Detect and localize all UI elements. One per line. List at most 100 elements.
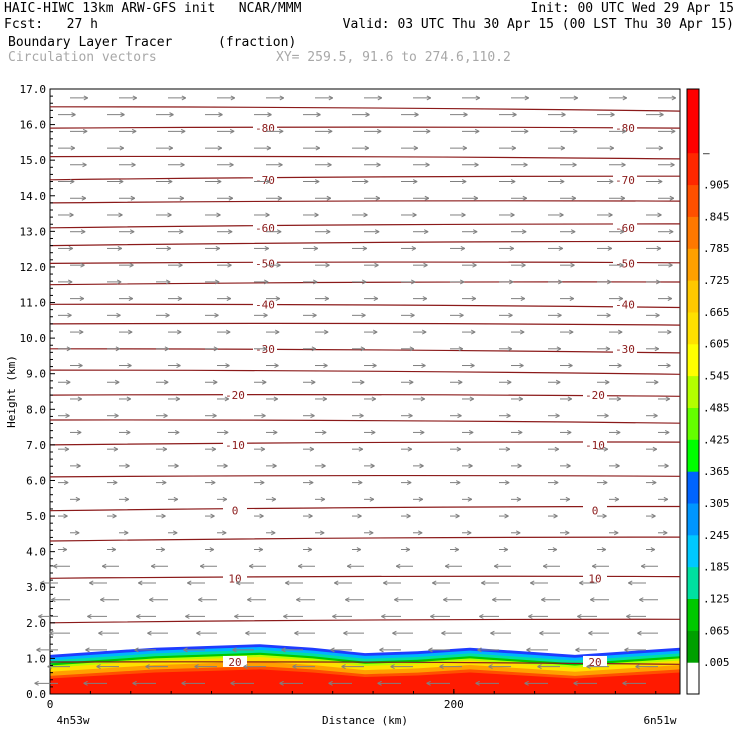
vector-arrowhead — [362, 245, 368, 251]
cross-section-endpoints: XY= 259.5, 91.6 to 274.6,110.2 — [276, 50, 511, 65]
temperature-contour — [49, 106, 681, 112]
vector-arrowhead — [659, 112, 664, 118]
vector-arrowhead — [539, 630, 544, 636]
vector-arrowhead — [664, 429, 670, 435]
vector-arrowhead — [364, 145, 370, 151]
vector-arrowhead — [662, 530, 668, 536]
vector-arrowhead — [466, 530, 472, 536]
vector-arrowhead — [101, 563, 107, 569]
vector-arrowhead — [541, 597, 546, 603]
vector-arrowhead — [114, 413, 119, 419]
vector-arrowhead — [196, 630, 201, 636]
vector-arrowhead — [461, 179, 467, 184]
vector-arrowhead — [521, 229, 527, 235]
vector-arrowhead — [113, 446, 119, 452]
vector-arrowhead — [116, 312, 121, 318]
vector-arrowhead — [406, 513, 411, 519]
vector-arrowhead — [129, 229, 135, 235]
vector-arrowhead — [508, 279, 514, 285]
vector-arrowhead — [172, 530, 178, 536]
vector-arrowhead — [626, 613, 631, 619]
vector-arrowhead — [468, 463, 473, 469]
vector-arrowhead — [607, 245, 613, 251]
vector-arrowhead — [262, 346, 268, 352]
vector-arrowhead — [602, 513, 607, 519]
vector-arrowhead — [624, 647, 629, 653]
isotherm-label: -40 — [255, 298, 275, 311]
vector-arrowhead — [177, 296, 183, 302]
vector-arrowhead — [604, 413, 609, 419]
vector-arrowhead — [524, 95, 530, 101]
contour-label-bg — [583, 389, 607, 401]
vector-arrowhead — [458, 346, 464, 352]
vector-arrowhead — [327, 128, 333, 134]
vector-arrowhead — [488, 664, 493, 670]
vector-arrowhead — [332, 613, 337, 619]
colorbar-frame — [686, 88, 700, 695]
vector-arrowhead — [609, 145, 615, 151]
vector-arrowhead — [76, 429, 82, 435]
vector-arrowhead — [162, 446, 168, 452]
vector-arrowhead — [523, 162, 528, 168]
vector-arrowhead — [77, 396, 83, 402]
vector-arrowhead — [508, 312, 513, 318]
vector-arrowhead — [520, 296, 526, 302]
vector-arrowhead — [270, 530, 276, 536]
vector-arrowhead — [392, 630, 397, 636]
y-tick-label: 5.0 — [26, 510, 46, 523]
vector-arrowhead — [668, 229, 674, 235]
vector-arrowhead — [47, 664, 52, 670]
vector-arrowhead — [227, 262, 232, 268]
vector-arrowhead — [216, 179, 222, 184]
colorbar-bin — [687, 280, 699, 313]
isotherm-label: -30 — [615, 343, 635, 356]
forecast-hour: Fcst: 27 h — [4, 17, 98, 32]
vector-arrowhead — [357, 480, 363, 486]
vector-arrowhead — [229, 128, 235, 134]
vector-arrowhead — [278, 128, 284, 134]
vector-arrowhead — [373, 296, 379, 302]
vector-arrowhead — [473, 195, 479, 201]
vector-arrowhead — [617, 363, 622, 368]
vector-arrowhead — [565, 496, 571, 502]
vector-arrowhead — [62, 547, 68, 552]
vector-arrowhead — [492, 597, 497, 603]
vector-arrowhead — [174, 429, 180, 435]
vector-arrowhead — [651, 480, 657, 486]
vector-arrowhead — [357, 513, 362, 519]
vector-arrowhead — [118, 179, 124, 184]
vector-arrowhead — [114, 379, 120, 385]
vector-arrowhead — [390, 664, 395, 670]
vector-arrowhead — [214, 279, 220, 285]
vector-arrowhead — [573, 680, 578, 686]
vector-arrowhead — [74, 530, 80, 536]
vector-arrowhead — [69, 179, 75, 184]
colorbar-bin — [687, 471, 699, 504]
vector-arrowhead — [359, 413, 364, 419]
vector-arrowhead — [265, 179, 271, 184]
y-tick-label: 12.0 — [20, 261, 47, 274]
vector-arrowhead — [542, 563, 548, 569]
contour-label-bg — [583, 655, 607, 667]
vector-arrowhead — [67, 312, 72, 318]
vector-arrowhead — [209, 547, 215, 552]
isotherm-label: -10 — [225, 439, 245, 452]
vector-arrowhead — [161, 513, 166, 519]
vector-arrowhead — [245, 630, 250, 636]
vector-arrowhead — [613, 530, 619, 536]
contour-label-bg — [223, 572, 247, 584]
temperature-contour — [49, 261, 681, 264]
vector-arrowhead — [552, 547, 558, 552]
vector-arrowhead — [411, 245, 417, 251]
contour-label-bg — [583, 504, 607, 516]
vector-arrowhead — [217, 145, 223, 151]
vector-arrowhead — [614, 496, 620, 502]
vector-arrowhead — [616, 396, 622, 402]
vector-arrowhead — [421, 329, 427, 335]
vector-arrowhead — [509, 245, 515, 251]
vector-arrowhead — [125, 463, 130, 469]
temperature-contour — [49, 126, 681, 129]
vector-arrowhead — [260, 446, 266, 452]
vector-arrowhead — [663, 496, 669, 502]
vector-arrowhead — [524, 680, 529, 686]
